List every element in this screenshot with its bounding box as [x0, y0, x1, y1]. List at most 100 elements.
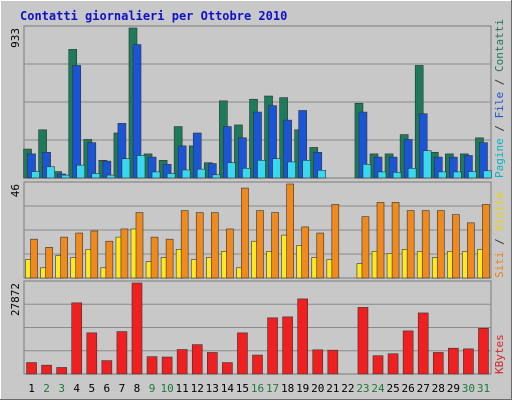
bar-kbytes: [417, 312, 429, 375]
bar-pagine: [91, 173, 101, 179]
bar-siti: [135, 212, 144, 279]
bar-siti: [45, 247, 53, 279]
bar-kbytes: [478, 327, 489, 375]
axis-label-part: Siti: [493, 252, 506, 279]
bar-pagine: [227, 162, 236, 179]
x-tick-label: 8: [134, 382, 141, 395]
ymax-label-top: 933: [9, 28, 22, 48]
x-tick-label: 26: [402, 382, 415, 395]
bar-kbytes: [402, 330, 414, 375]
bar-siti: [165, 238, 174, 279]
bar-pagine: [287, 161, 296, 179]
ymax-label-bottom: 27872: [9, 283, 22, 316]
bar-siti: [75, 232, 84, 279]
bar-pagine: [483, 170, 492, 179]
x-tick-label: 3: [58, 382, 65, 395]
bar-siti: [452, 214, 460, 279]
bar-kbytes: [26, 362, 37, 375]
bar-siti: [150, 236, 159, 279]
bar-siti: [467, 222, 475, 279]
bar-kbytes: [146, 356, 158, 375]
bar-siti: [256, 210, 264, 279]
bar-pagine: [377, 171, 387, 179]
bar-siti: [90, 230, 99, 279]
bar-siti: [195, 212, 204, 279]
axis-label-part: /: [493, 118, 506, 138]
x-tick-label: 27: [417, 382, 430, 395]
bar-kbytes: [387, 353, 399, 375]
axis-label-part: KBytes: [493, 334, 506, 374]
series-kbytes: [26, 282, 489, 375]
x-tick-label: 13: [206, 382, 219, 395]
bar-file: [87, 142, 97, 179]
bar-siti: [391, 202, 400, 279]
bar-siti: [361, 216, 370, 279]
bar-kbytes: [463, 348, 474, 375]
axis-label-top: Pagine / File / Contatti: [493, 19, 506, 178]
bar-pagine: [121, 158, 131, 179]
x-tick-label: 17: [266, 382, 279, 395]
x-tick-label: 16: [251, 382, 264, 395]
x-tick-label: 21: [326, 382, 339, 395]
bar-siti: [241, 187, 249, 279]
bar-pagine: [453, 171, 462, 179]
series-siti: [30, 183, 490, 279]
bar-siti: [226, 228, 234, 279]
x-tick-label: 24: [371, 382, 385, 395]
bar-kbytes: [237, 332, 248, 375]
x-tick-label: 20: [311, 382, 324, 395]
x-tick-label: 23: [356, 382, 369, 395]
bar-siti: [211, 212, 219, 279]
bar-kbytes: [372, 355, 384, 375]
chart-panels: 933 Pagine / File / Contatti 46 Siti / Visi…: [9, 19, 506, 375]
bar-pagine: [272, 158, 281, 179]
bar-pagine: [181, 169, 191, 179]
bar-kbytes: [207, 352, 218, 375]
bar-kbytes: [222, 362, 233, 375]
bar-pagine: [212, 174, 221, 179]
panel-top: 933 Pagine / File / Contatti: [9, 19, 506, 179]
ymax-label-middle: 46: [9, 184, 22, 197]
axis-label-part: File: [493, 92, 506, 119]
bar-kbytes: [56, 367, 67, 375]
bar-pagine: [362, 164, 372, 179]
bar-kbytes: [357, 307, 369, 375]
bar-pagine: [317, 169, 327, 179]
x-tick-label: 12: [191, 382, 204, 395]
x-tick-label: 2: [43, 382, 50, 395]
bar-kbytes: [432, 352, 444, 375]
bar-siti: [120, 228, 129, 279]
bar-pagine: [76, 164, 86, 179]
x-tick-label: 31: [477, 382, 490, 395]
bar-siti: [376, 202, 385, 279]
axis-label-part: Pagine: [493, 138, 506, 178]
bar-kbytes: [297, 298, 308, 375]
bar-siti: [421, 210, 430, 279]
x-tick-label: 10: [160, 382, 173, 395]
bar-pagine: [46, 166, 55, 179]
bar-file: [72, 65, 82, 179]
bar-siti: [331, 204, 340, 279]
x-tick-label: 9: [149, 382, 156, 395]
bar-siti: [286, 183, 294, 279]
bar-kbytes: [327, 349, 339, 375]
bar-pagine: [136, 155, 146, 179]
bar-kbytes: [101, 360, 113, 375]
bar-pagine: [468, 171, 477, 179]
axis-label-bottom: KBytes: [493, 334, 506, 374]
bar-siti: [105, 240, 114, 279]
bar-pagine: [392, 172, 402, 179]
series-file: [27, 44, 488, 179]
bar-pagine: [302, 160, 311, 179]
series-pagine: [31, 150, 492, 179]
x-tick-label: 25: [386, 382, 399, 395]
x-tick-label: 11: [176, 382, 189, 395]
axis-label-part: Contatti: [493, 19, 506, 72]
bar-kbytes: [267, 317, 278, 375]
axis-label-part: /: [493, 72, 506, 92]
bar-kbytes: [252, 354, 263, 375]
bar-pagine: [151, 171, 161, 179]
x-tick-label: 4: [73, 382, 80, 395]
bar-pagine: [257, 160, 266, 179]
